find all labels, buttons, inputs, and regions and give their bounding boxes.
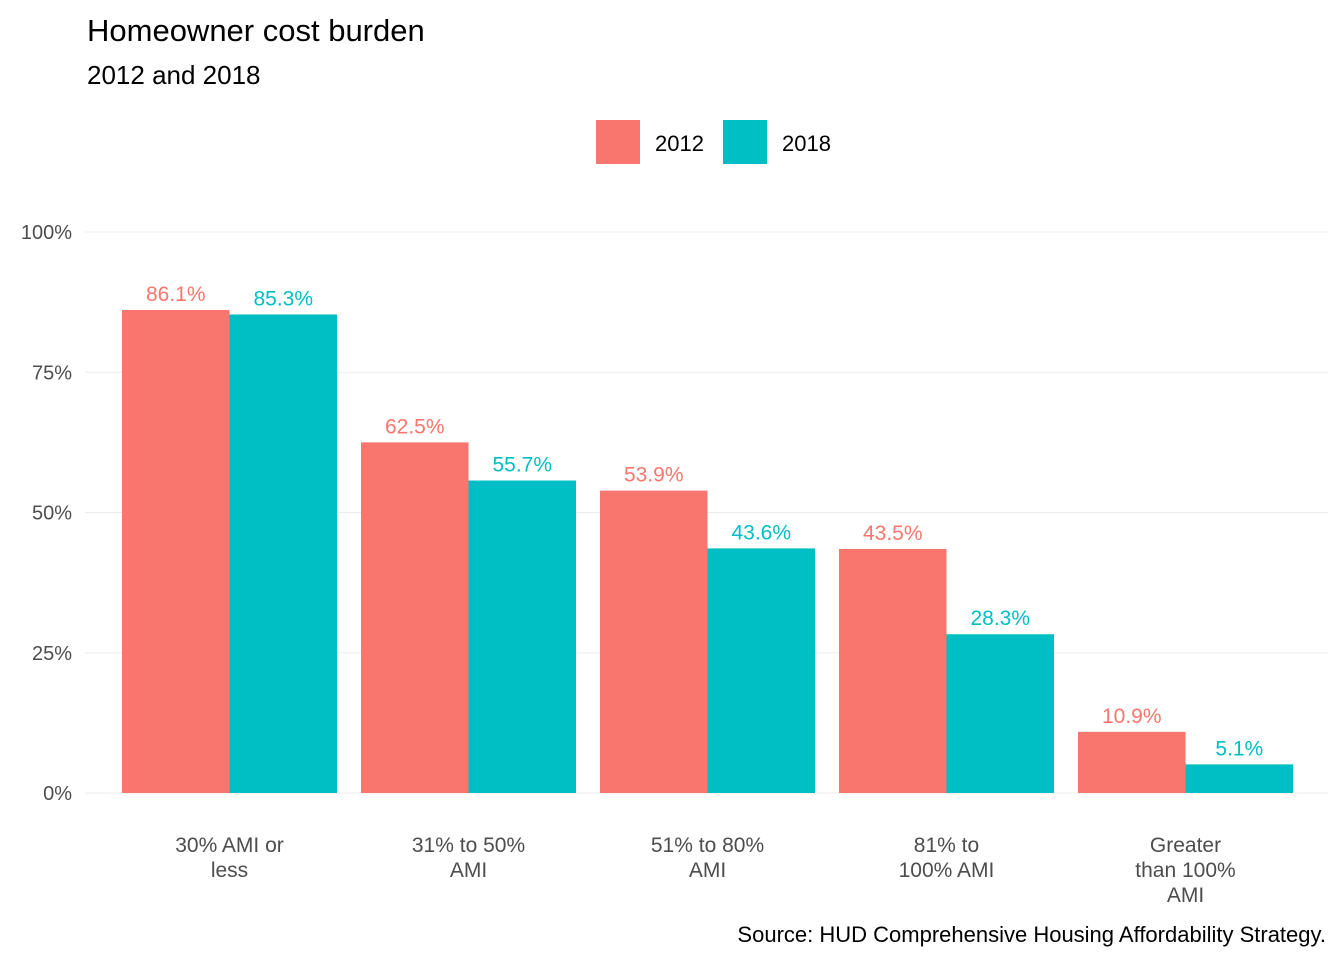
data-label-2018-1: 85.3% [253, 287, 313, 310]
data-label-2012-1: 86.1% [146, 283, 206, 306]
data-label-2018-4: 28.3% [970, 607, 1030, 630]
chart-title: Homeowner cost burden [87, 13, 425, 48]
data-label-2018-5: 5.1% [1215, 737, 1263, 760]
x-tick-label: 51% to 80% AMI [651, 834, 764, 882]
y-axis: 0% 25% 50% 75% 100% [21, 222, 72, 805]
data-label-2018-3: 43.6% [731, 521, 791, 544]
legend-label-2012: 2012 [655, 131, 704, 156]
y-tick-label: 75% [32, 362, 72, 384]
bar-2012-2 [361, 442, 469, 793]
x-axis: 30% AMI or less 31% to 50% AMI 51% to 80% AMI… [175, 834, 1235, 907]
y-tick-label: 100% [21, 222, 72, 244]
y-tick-label: 50% [32, 503, 72, 525]
bar-2018-5 [1185, 764, 1293, 793]
bar-2018-3 [707, 548, 815, 793]
chart-subtitle: 2012 and 2018 [87, 60, 261, 90]
x-tick-label: 81% to 100% AMI [899, 834, 995, 882]
legend: 2012 2018 [596, 120, 831, 164]
chart-caption: Source: HUD Comprehensive Housing Afford… [737, 922, 1326, 947]
bar-2012-1 [122, 309, 230, 793]
x-tick-label: 31% to 50% AMI [412, 834, 525, 882]
data-label-2012-2: 62.5% [385, 415, 445, 438]
bar-labels: 86.1% 85.3% 62.5% 55.7% 53.9% 43.6% 43.5% 28.3%… [146, 283, 1263, 760]
legend-swatch-2012 [596, 120, 640, 164]
legend-swatch-2018 [723, 120, 767, 164]
y-tick-label: 0% [43, 783, 72, 805]
data-label-2018-2: 55.7% [492, 454, 552, 477]
bar-2018-4 [946, 634, 1054, 793]
bars [122, 309, 1293, 793]
x-tick-label: Greater than 100% AMI [1135, 834, 1235, 907]
legend-label-2018: 2018 [782, 131, 831, 156]
x-tick-label: 30% AMI or less [175, 834, 284, 882]
bar-2018-1 [229, 314, 337, 793]
bar-2012-3 [600, 490, 708, 793]
data-label-2012-5: 10.9% [1102, 705, 1162, 728]
data-label-2012-4: 43.5% [863, 522, 923, 545]
bar-2012-4 [839, 548, 947, 793]
bar-2018-2 [468, 480, 576, 793]
data-label-2012-3: 53.9% [624, 464, 684, 487]
bar-2012-5 [1078, 731, 1186, 793]
y-tick-label: 25% [32, 643, 72, 665]
